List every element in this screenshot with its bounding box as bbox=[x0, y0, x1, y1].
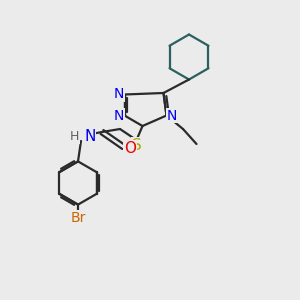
Text: N: N bbox=[84, 129, 95, 144]
Text: O: O bbox=[124, 141, 136, 156]
Text: H: H bbox=[70, 130, 80, 143]
Text: S: S bbox=[132, 138, 141, 153]
Text: Br: Br bbox=[70, 211, 86, 225]
Text: N: N bbox=[114, 109, 124, 122]
Text: N: N bbox=[114, 88, 124, 101]
Text: N: N bbox=[167, 109, 177, 122]
